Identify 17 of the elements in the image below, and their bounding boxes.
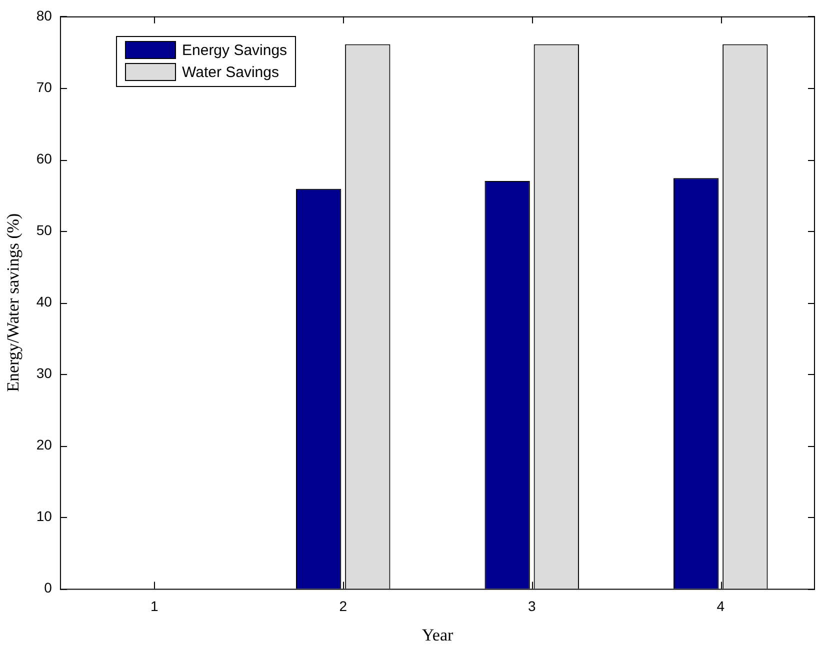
y-axis-title: Energy/Water savings (%) <box>4 213 23 392</box>
y-tick-label: 50 <box>36 222 52 238</box>
x-tick-label: 1 <box>150 598 158 614</box>
legend-label: Water Savings <box>182 64 279 80</box>
y-tick-label: 0 <box>44 580 52 596</box>
x-tick-label: 3 <box>528 598 536 614</box>
y-tick-label: 10 <box>36 508 52 524</box>
y-tick-label: 80 <box>36 7 52 24</box>
x-tick-label: 2 <box>339 598 348 614</box>
y-tick-label: 20 <box>36 436 52 453</box>
x-axis-title: Year <box>422 625 454 644</box>
y-tick-label: 40 <box>36 293 52 310</box>
legend-label: Energy Savings <box>182 42 288 58</box>
y-tick-label: 30 <box>36 365 52 382</box>
y-tick-label: 60 <box>36 150 52 166</box>
y-tick-label: 70 <box>36 78 52 95</box>
x-tick-label: 4 <box>716 598 725 614</box>
